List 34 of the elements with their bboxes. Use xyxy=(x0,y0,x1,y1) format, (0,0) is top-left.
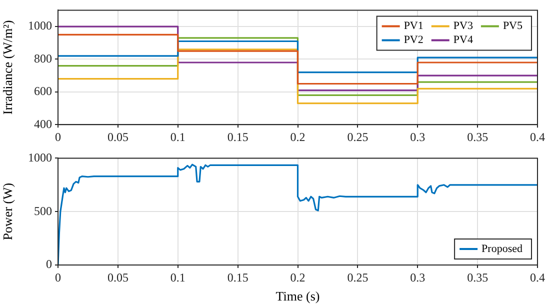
y-tick-label: 400 xyxy=(34,116,52,131)
x-tick-label: 0.1 xyxy=(170,270,186,284)
y-axis-title: Irradiance (W/m²) xyxy=(0,20,16,115)
y-tick-label: 500 xyxy=(34,204,52,218)
x-tick-label: 0.25 xyxy=(347,270,368,284)
x-tick-label: 0 xyxy=(55,130,61,144)
x-tick-label: 0.2 xyxy=(290,270,306,284)
x-tick-label: 0.3 xyxy=(410,270,426,284)
x-tick-label: 0.4 xyxy=(530,130,545,144)
legend-label: PV2 xyxy=(404,34,424,46)
y-tick-label: 1000 xyxy=(28,18,52,33)
y-tick-label: 600 xyxy=(34,84,52,98)
legend-label: PV3 xyxy=(453,20,474,32)
legend-label: PV1 xyxy=(404,20,424,32)
y-tick-label: 800 xyxy=(34,51,52,66)
legend-label: PV5 xyxy=(502,20,523,32)
x-tick-label: 0 xyxy=(55,270,61,284)
x-tick-label: 0.35 xyxy=(467,270,488,284)
y-tick-label: 0 xyxy=(46,257,52,272)
x-tick-label: 0.15 xyxy=(227,130,248,144)
x-axis-title: Time (s) xyxy=(276,288,320,304)
y-axis-title: Power (W) xyxy=(0,182,16,240)
x-tick-label: 0.1 xyxy=(170,130,186,144)
legend-label: Proposed xyxy=(482,242,523,255)
x-tick-label: 0.35 xyxy=(467,130,488,144)
x-tick-label: 0.3 xyxy=(410,130,426,144)
x-tick-label: 0.15 xyxy=(227,270,248,284)
legend-label: PV4 xyxy=(453,34,474,46)
x-tick-label: 0.25 xyxy=(347,130,368,144)
y-tick-label: 1000 xyxy=(28,150,52,164)
x-tick-label: 0.05 xyxy=(107,270,128,284)
x-tick-label: 0.4 xyxy=(530,270,545,284)
x-tick-label: 0.2 xyxy=(290,130,306,144)
x-tick-label: 0.05 xyxy=(107,130,128,144)
